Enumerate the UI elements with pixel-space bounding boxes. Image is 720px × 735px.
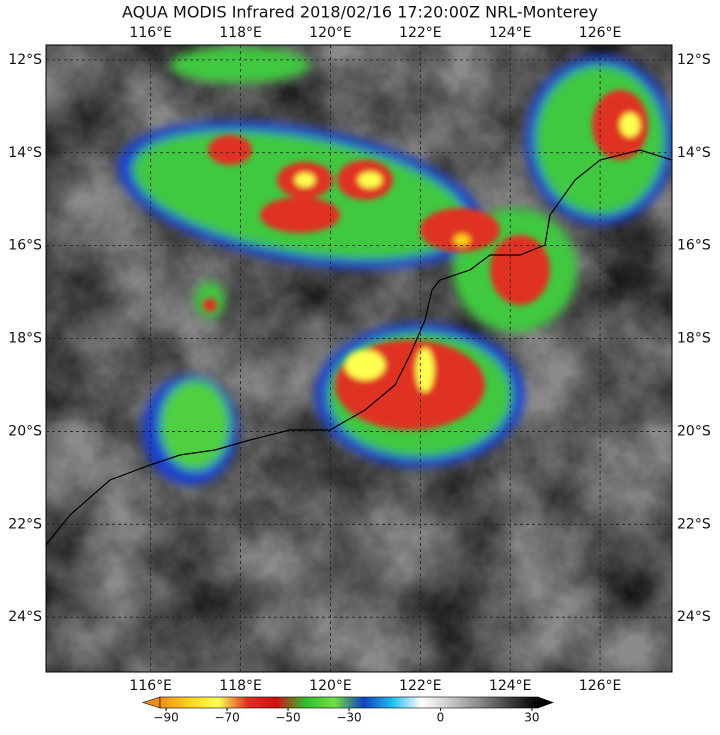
lon-label: 116°E bbox=[129, 678, 172, 694]
lat-label: 18°S bbox=[8, 331, 42, 347]
lat-label: 14°S bbox=[677, 145, 711, 161]
colorbar-arrow-low bbox=[142, 696, 161, 709]
lon-label: 126°E bbox=[579, 25, 622, 41]
lat-label: 20°S bbox=[677, 423, 711, 439]
colorbar-label: 0 bbox=[437, 711, 445, 725]
lat-label: 12°S bbox=[8, 52, 42, 68]
lon-label: 124°E bbox=[489, 678, 532, 694]
colorbar-body bbox=[159, 696, 539, 709]
lon-label: 126°E bbox=[579, 678, 622, 694]
lat-label: 22°S bbox=[8, 516, 42, 532]
colorbar-label: 30 bbox=[524, 711, 539, 725]
map-frame bbox=[45, 44, 673, 673]
lon-label: 122°E bbox=[399, 678, 442, 694]
lon-label: 118°E bbox=[219, 25, 262, 41]
colorbar-arrow-high bbox=[537, 696, 554, 709]
title: AQUA MODIS Infrared 2018/02/16 17:20:00Z… bbox=[122, 3, 598, 22]
lat-label: 24°S bbox=[677, 609, 711, 625]
colorbar: −90 −70 −50 −30 0 30 bbox=[142, 696, 554, 725]
lat-label: 22°S bbox=[677, 516, 711, 532]
lat-label: 16°S bbox=[8, 238, 42, 254]
imagery bbox=[46, 45, 672, 672]
lon-label: 122°E bbox=[399, 25, 442, 41]
lon-label: 124°E bbox=[489, 25, 532, 41]
lat-label: 16°S bbox=[677, 238, 711, 254]
colorbar-label: −90 bbox=[153, 711, 178, 725]
lat-label: 18°S bbox=[677, 331, 711, 347]
lon-label: 120°E bbox=[309, 678, 352, 694]
lat-label: 24°S bbox=[8, 609, 42, 625]
lon-label: 116°E bbox=[129, 25, 172, 41]
lat-label: 20°S bbox=[8, 423, 42, 439]
lat-label: 14°S bbox=[8, 145, 42, 161]
colorbar-label: −50 bbox=[275, 711, 300, 725]
colorbar-label: −70 bbox=[214, 711, 239, 725]
lon-label: 118°E bbox=[219, 678, 262, 694]
lat-label: 12°S bbox=[677, 52, 711, 68]
colorbar-label: −30 bbox=[336, 711, 361, 725]
lon-label: 120°E bbox=[309, 25, 352, 41]
